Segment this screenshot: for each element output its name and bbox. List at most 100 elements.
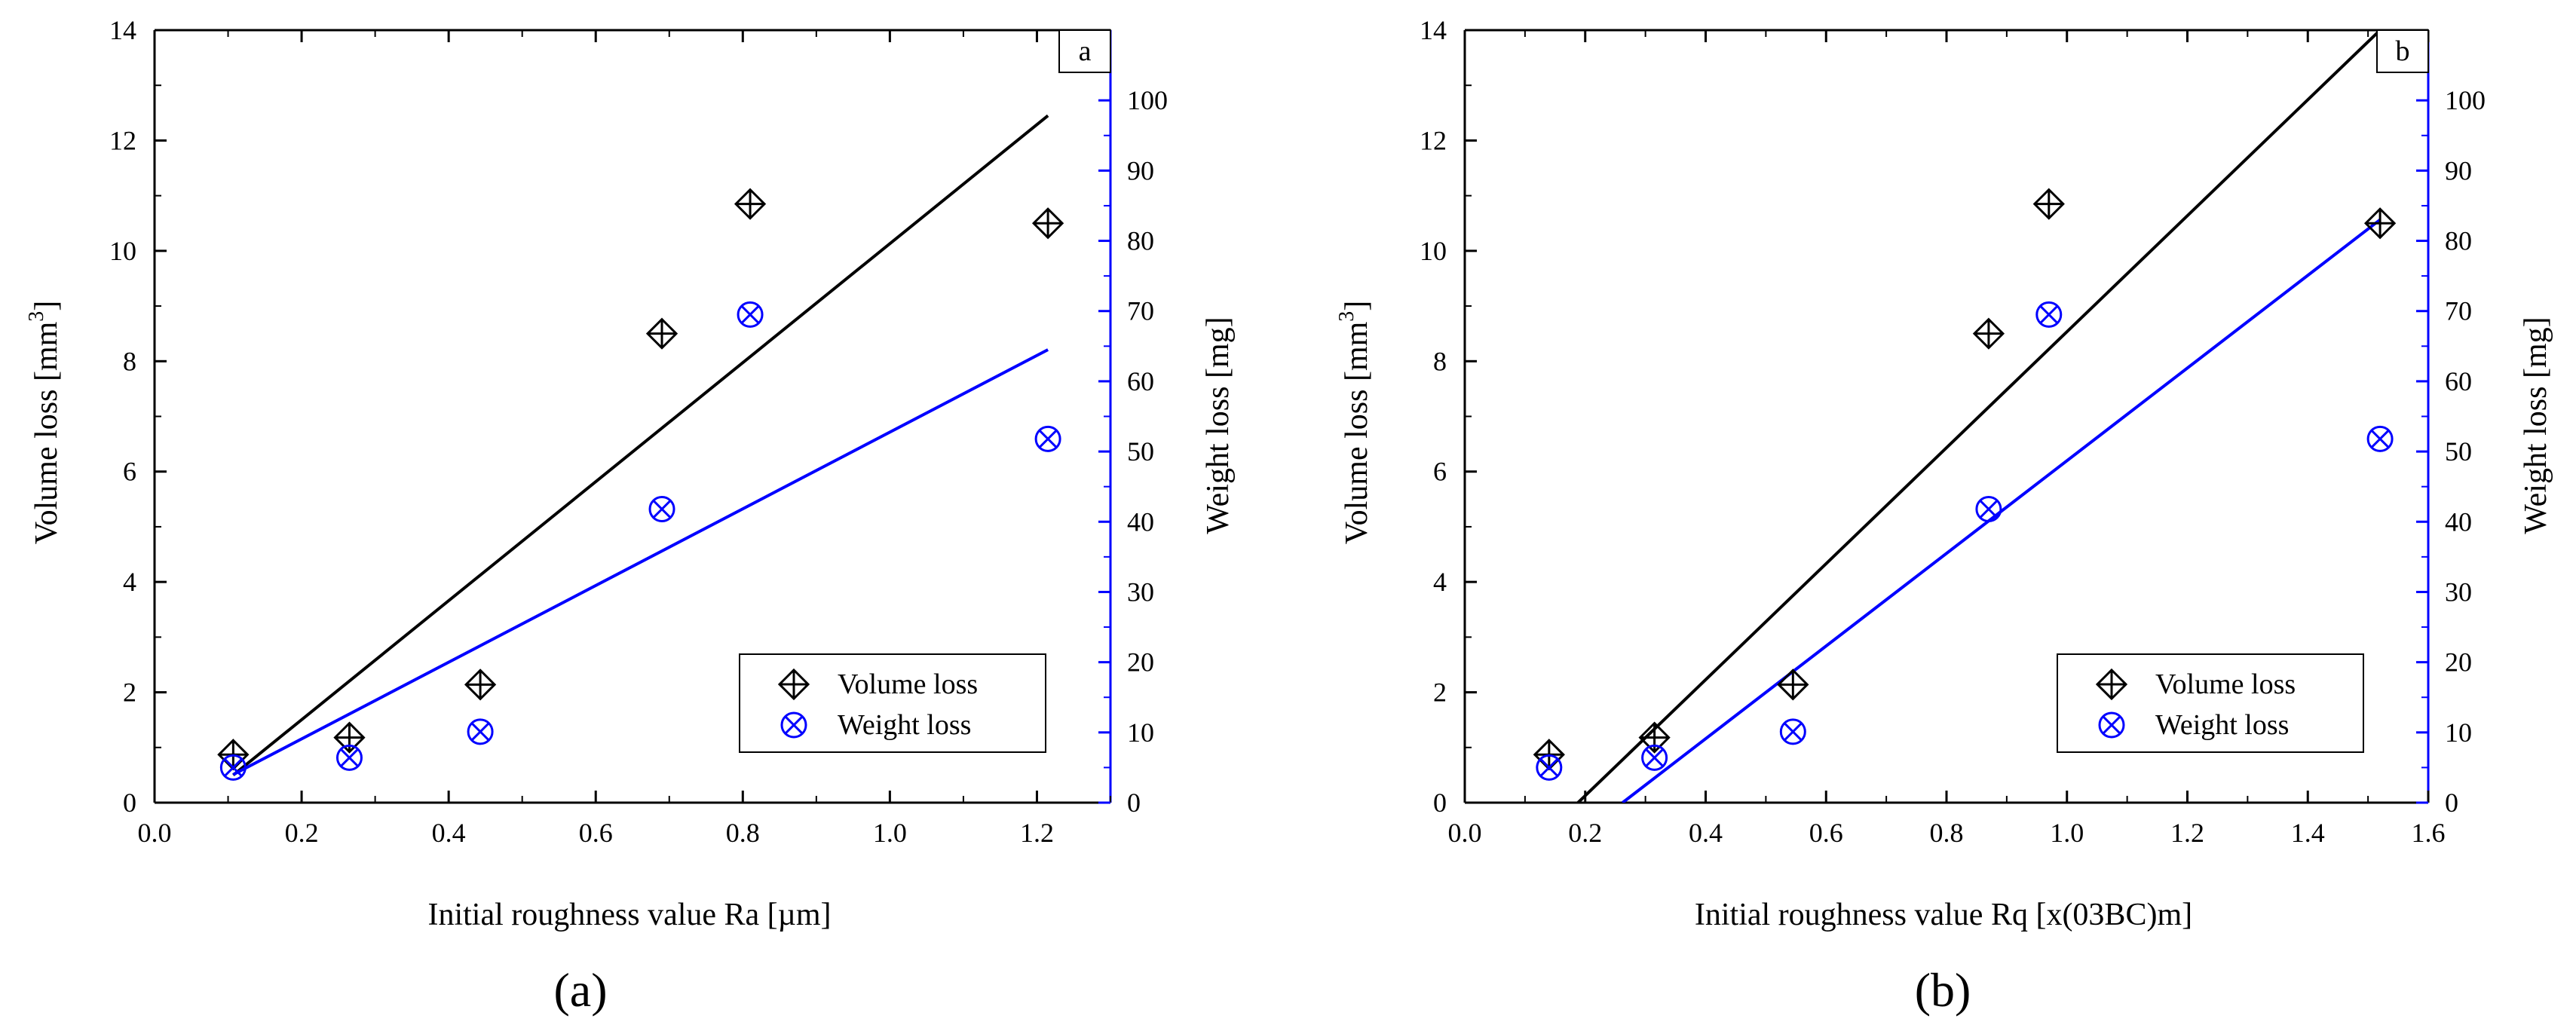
- circle-outline: [219, 754, 247, 781]
- legend-volume-label: Volume loss: [2155, 669, 2296, 700]
- x-tick-label: 0.0: [1448, 818, 1482, 848]
- y-left-axis-label-text: Volume loss [mm: [29, 321, 64, 544]
- panel-letter-box: [1058, 29, 1111, 73]
- y-left-tick-label: 2: [123, 678, 136, 708]
- y-right-tick-label: 60: [2445, 366, 2472, 396]
- y-right-tick-label: 80: [1127, 226, 1154, 256]
- y-right-tick-label: 40: [1127, 506, 1154, 537]
- y-left-tick-label: 12: [1420, 125, 1447, 155]
- y-right-axis-label: Weight loss [mg]: [1201, 317, 1236, 534]
- x-tick-label: 1.4: [2291, 818, 2325, 848]
- volume-point: [1031, 207, 1064, 240]
- circle-x2: [470, 722, 490, 742]
- x-tick-label: 1.0: [2050, 818, 2084, 848]
- y-left-tick-label: 0: [1433, 788, 1447, 818]
- circle-outline: [780, 711, 807, 739]
- panel-letter-box: [2376, 29, 2429, 73]
- circle-x2: [784, 715, 804, 735]
- weight-point: [467, 718, 494, 745]
- y-left-tick-label: 14: [109, 15, 136, 45]
- volume-point: [1638, 721, 1671, 754]
- y-right-tick-label: 10: [1127, 717, 1154, 748]
- circle-outline: [2366, 425, 2394, 452]
- weight-point: [1779, 718, 1806, 745]
- y-right-tick-label: 80: [2445, 226, 2472, 256]
- y-left-tick-label: 4: [1433, 567, 1447, 597]
- circle-outline: [335, 744, 363, 771]
- y-left-axis-label: Volume loss [mm3]: [1335, 301, 1374, 545]
- panel-caption: (a): [553, 963, 607, 1017]
- circle-x2: [1038, 429, 1058, 448]
- y-left-tick-label: 6: [1433, 457, 1447, 487]
- volume-point: [333, 721, 366, 754]
- x-tick-label: 0.2: [285, 818, 319, 848]
- volume-point: [464, 669, 497, 701]
- y-right-tick-label: 30: [1127, 577, 1154, 607]
- y-right-tick-label: 50: [1127, 436, 1154, 467]
- circle-outline: [1779, 718, 1806, 745]
- circle-x2: [740, 305, 760, 324]
- x-tick-label: 1.0: [873, 818, 907, 848]
- x-tick-label: 0.6: [1809, 818, 1843, 848]
- weight-point: [1641, 744, 1668, 771]
- circle-x2: [652, 500, 672, 519]
- legend-weight-label: Weight loss: [838, 709, 971, 741]
- legend-volume-marker: [2095, 668, 2128, 701]
- y-right-tick-label: 50: [2445, 436, 2472, 467]
- chart-panel-b: 0.0 0.2 0.4 0.6 0.8 1.0 1.2 1.4 1.60246810121401…: [1335, 15, 2553, 1017]
- x-tick-label: 0.4: [432, 818, 466, 848]
- volume-point: [2363, 207, 2397, 240]
- y-right-tick-label: 70: [1127, 296, 1154, 326]
- circle-outline: [1975, 496, 2002, 522]
- panel-letter: b: [2396, 35, 2410, 67]
- weight-point: [1034, 425, 1061, 452]
- circle-x2: [223, 758, 243, 777]
- volume-point: [734, 188, 767, 220]
- volume-point: [2032, 188, 2065, 220]
- weight-point: [648, 496, 675, 522]
- x-tick-label: 0.2: [1568, 818, 1602, 848]
- weight-point: [737, 301, 764, 328]
- y-left-tick-label: 8: [123, 346, 136, 376]
- x-tick-label: 1.6: [2412, 818, 2446, 848]
- weight-point: [219, 754, 247, 781]
- weight-point: [1536, 754, 1563, 781]
- y-right-tick-label: 40: [2445, 506, 2472, 537]
- volume-point: [1777, 669, 1809, 701]
- panel-letter: a: [1079, 35, 1092, 67]
- y-right-tick-label: 0: [1127, 788, 1141, 818]
- circle-x2: [1979, 500, 1999, 519]
- y-left-tick-label: 0: [123, 788, 136, 818]
- y-right-tick-label: 0: [2445, 788, 2458, 818]
- y-left-tick-label: 8: [1433, 346, 1447, 376]
- y-left-tick-label: 2: [1433, 678, 1447, 708]
- volume-fit-line: [232, 114, 1049, 776]
- circle-outline: [1641, 744, 1668, 771]
- x-tick-label: 0.6: [579, 818, 613, 848]
- y-left-axis-label: Volume loss [mm3]: [25, 301, 64, 545]
- circle-outline: [1536, 754, 1563, 781]
- circle-x2: [1645, 748, 1664, 767]
- circle-outline: [737, 301, 764, 328]
- x-tick-label: 0.4: [1689, 818, 1723, 848]
- y-right-tick-label: 20: [1127, 647, 1154, 678]
- panel-caption: (b): [1915, 963, 1971, 1017]
- y-left-tick-label: 10: [1420, 236, 1447, 266]
- weight-point: [2366, 425, 2394, 452]
- x-axis-label: Initial roughness value Rq [x(03BC)m]: [1695, 898, 2192, 932]
- legend-weight-marker: [780, 711, 807, 739]
- volume-point: [645, 317, 678, 350]
- y-right-tick-label: 100: [2445, 85, 2486, 115]
- y-right-tick-label: 100: [1127, 85, 1168, 115]
- circle-x2: [1783, 722, 1803, 742]
- y-right-tick-label: 90: [2445, 155, 2472, 185]
- y-left-axis-label-text: Volume loss [mm: [1340, 321, 1374, 544]
- y-left-axis-label-end: ]: [1340, 301, 1374, 311]
- circle-outline: [467, 718, 494, 745]
- y-right-tick-label: 30: [2445, 577, 2472, 607]
- circle-outline: [1034, 425, 1061, 452]
- weight-fit-line: [232, 348, 1049, 776]
- chart-panel-a: 0.0 0.2 0.4 0.6 0.8 1.0 1.2 0 2 4 6 8 10 12 14 0 10 20 30 4…: [25, 15, 1236, 1017]
- y-left-tick-label: 14: [1420, 15, 1447, 45]
